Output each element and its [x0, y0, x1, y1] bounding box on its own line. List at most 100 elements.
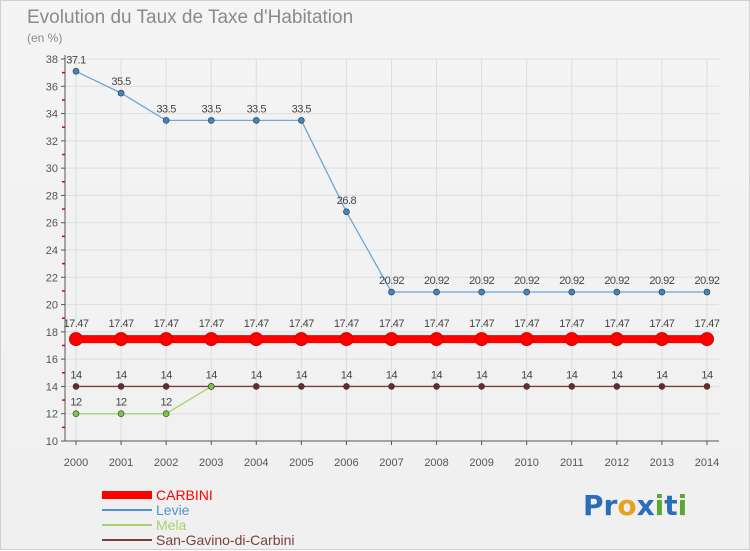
x-tick-label: 2000 [64, 457, 88, 469]
data-label: 14 [701, 369, 713, 381]
y-tick-label: 26 [46, 218, 58, 230]
series-line-mela [76, 385, 212, 415]
data-label: 14 [206, 369, 218, 381]
data-label: 17.47 [649, 318, 674, 330]
data-label: 17.47 [604, 318, 629, 330]
data-point [523, 288, 531, 296]
data-point [117, 383, 125, 390]
data-point [478, 288, 485, 296]
x-tick-label: 2010 [514, 457, 538, 469]
data-label: 33.5 [247, 103, 267, 115]
y-tick-label: 24 [46, 245, 58, 257]
data-point [298, 117, 305, 124]
data-point [207, 117, 215, 124]
y-tick-label: 30 [46, 163, 58, 175]
data-point [429, 332, 444, 347]
data-point [658, 383, 666, 390]
data-label: 17.47 [244, 318, 269, 330]
data-label: 35.5 [111, 76, 131, 88]
data-label: 14 [521, 369, 533, 381]
data-label: 17.47 [334, 318, 359, 330]
data-label: 14 [251, 369, 263, 381]
y-tick-label: 20 [46, 300, 58, 312]
data-label: 17.47 [694, 318, 719, 330]
data-label: 17.47 [154, 318, 179, 330]
x-tick-label: 2003 [199, 457, 223, 469]
data-label: 17.47 [289, 318, 314, 330]
chart-subtitle: (en %) [27, 31, 63, 45]
data-point [478, 383, 485, 390]
data-point [339, 332, 354, 347]
data-point [117, 89, 125, 97]
data-point [658, 288, 666, 296]
data-label: 17.47 [514, 318, 539, 330]
logo-letter: x [636, 489, 655, 522]
x-tick-label: 2006 [334, 457, 358, 469]
logo-letter: r [603, 489, 618, 522]
data-point [72, 67, 80, 75]
data-point [433, 383, 440, 390]
legend-label: CARBINI [156, 487, 213, 503]
data-point [114, 332, 129, 347]
data-point [474, 332, 489, 347]
data-label: 14 [161, 369, 173, 381]
data-point [609, 332, 624, 347]
logo-letter: i [677, 489, 688, 522]
data-label: 20.92 [514, 275, 539, 287]
x-tick-label: 2008 [424, 457, 448, 469]
data-label: 14 [611, 369, 623, 381]
data-point [343, 208, 350, 216]
y-tick-label: 32 [46, 136, 58, 148]
data-point [388, 383, 395, 390]
data-label: 20.92 [424, 275, 449, 287]
data-label: 17.47 [424, 318, 449, 330]
data-label: 17.47 [109, 318, 134, 330]
data-label: 12 [70, 397, 82, 409]
y-tick-label: 36 [46, 81, 58, 93]
y-tick-label: 16 [46, 354, 58, 366]
proxiti-logo: Proxiti [583, 489, 687, 522]
x-tick-label: 2014 [695, 457, 719, 469]
data-label: 20.92 [469, 275, 494, 287]
data-label: 14 [656, 369, 668, 381]
data-label: 17.47 [559, 318, 584, 330]
x-tick-label: 2007 [379, 457, 403, 469]
data-point [298, 383, 305, 390]
y-tick-label: 14 [46, 381, 58, 393]
data-point [252, 383, 260, 390]
data-label: 20.92 [604, 275, 629, 287]
data-point [207, 383, 215, 390]
data-point [703, 288, 711, 296]
data-point [523, 383, 531, 390]
data-label: 20.92 [559, 275, 584, 287]
data-point [162, 117, 170, 124]
logo-letter: t [664, 489, 678, 522]
data-label: 33.5 [156, 103, 176, 115]
logo-letter: o [617, 489, 637, 522]
y-tick-label: 10 [46, 436, 58, 448]
data-point [159, 332, 174, 347]
x-tick-label: 2005 [289, 457, 313, 469]
data-point [568, 288, 576, 296]
data-point [343, 383, 350, 390]
data-point [388, 288, 395, 296]
data-label: 14 [431, 369, 443, 381]
data-label: 14 [296, 369, 308, 381]
data-label: 14 [70, 369, 82, 381]
data-label: 20.92 [379, 275, 404, 287]
chart-title: Evolution du Taux de Taxe d'Habitation [27, 7, 354, 28]
data-point [249, 332, 264, 347]
legend-swatch [102, 491, 152, 499]
x-tick-label: 2004 [244, 457, 268, 469]
y-tick-label: 34 [46, 109, 58, 121]
data-label: 17.47 [469, 318, 494, 330]
logo-letter: P [583, 489, 604, 522]
data-label: 12 [115, 397, 127, 409]
data-point [204, 332, 219, 347]
data-point [703, 383, 711, 390]
data-point [72, 383, 80, 390]
data-point [564, 332, 579, 347]
data-point [294, 332, 309, 347]
data-label: 14 [566, 369, 578, 381]
